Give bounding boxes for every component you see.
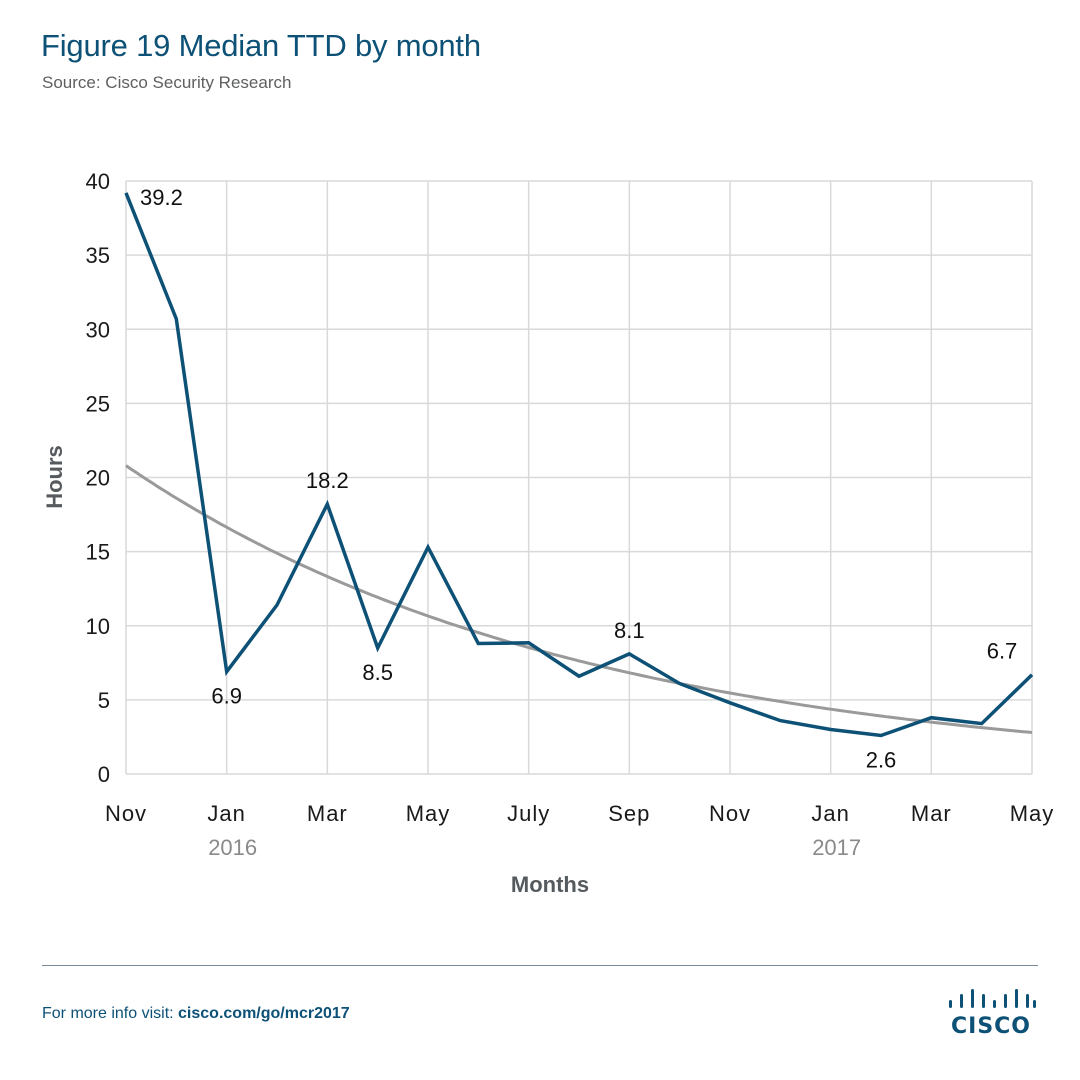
y-tick-label: 20	[86, 466, 110, 491]
y-tick-label: 40	[86, 169, 110, 194]
trend-line	[125, 464, 1033, 734]
cisco-logo: CISCO	[945, 988, 1037, 1042]
x-tick-label: Jan	[811, 801, 849, 826]
y-tick-label: 0	[98, 762, 110, 787]
y-tick-label: 10	[86, 614, 110, 639]
series-line	[124, 192, 1034, 738]
x-tick-label: July	[507, 801, 550, 826]
median-ttd-line	[124, 192, 1034, 738]
x-tick-label: Nov	[105, 801, 147, 826]
y-tick-label: 25	[86, 391, 110, 416]
line-chart: 0 5 10 15 20 25 30 35 40 Nov Jan 2016 Mar May July Sep…	[42, 169, 1055, 897]
y-axis-label: Hours	[42, 445, 67, 509]
data-label: 6.7	[987, 639, 1018, 664]
x-tick-label: May	[1010, 801, 1055, 826]
data-labels: 39.2 6.9 18.2 8.5 8.1 2.6 6.7	[140, 185, 1017, 773]
y-tick-label: 15	[86, 540, 110, 565]
x-tick-year-label: 2016	[208, 835, 257, 860]
x-axis-label: Months	[511, 872, 589, 897]
data-label: 8.5	[362, 660, 393, 685]
cisco-wordmark: CISCO	[950, 1014, 1032, 1039]
x-tick-label: Sep	[608, 801, 650, 826]
cisco-bars-icon	[949, 989, 1036, 1008]
data-label: 8.1	[614, 618, 645, 643]
footer-divider	[42, 965, 1038, 966]
grid	[125, 180, 1033, 775]
data-label: 18.2	[306, 468, 349, 493]
chart-title: Figure 19 Median TTD by month	[41, 28, 481, 63]
chart-source: Source: Cisco Security Research	[42, 73, 292, 92]
trend-curve	[125, 464, 1033, 734]
y-tick-label: 5	[98, 688, 110, 713]
x-tick-label: Mar	[307, 801, 348, 826]
y-tick-label: 35	[86, 243, 110, 268]
y-axis-ticks: 0 5 10 15 20 25 30 35 40	[86, 169, 110, 787]
data-label: 2.6	[866, 747, 897, 772]
footer-prefix: For more info visit:	[42, 1005, 179, 1022]
x-tick-label: May	[406, 801, 451, 826]
x-axis-ticks: Nov Jan 2016 Mar May July Sep Nov Jan 2017 Mar May	[105, 801, 1055, 860]
x-tick-label: Nov	[709, 801, 751, 826]
x-tick-label: Mar	[911, 801, 952, 826]
data-label: 6.9	[211, 684, 242, 709]
footer-link[interactable]: cisco.com/go/mcr2017	[178, 1005, 350, 1022]
footer-info: For more info visit: cisco.com/go/mcr201…	[42, 1005, 350, 1023]
x-tick-year-label: 2017	[812, 835, 861, 860]
data-label: 39.2	[140, 185, 183, 210]
y-tick-label: 30	[86, 317, 110, 342]
x-tick-label: Jan	[207, 801, 245, 826]
